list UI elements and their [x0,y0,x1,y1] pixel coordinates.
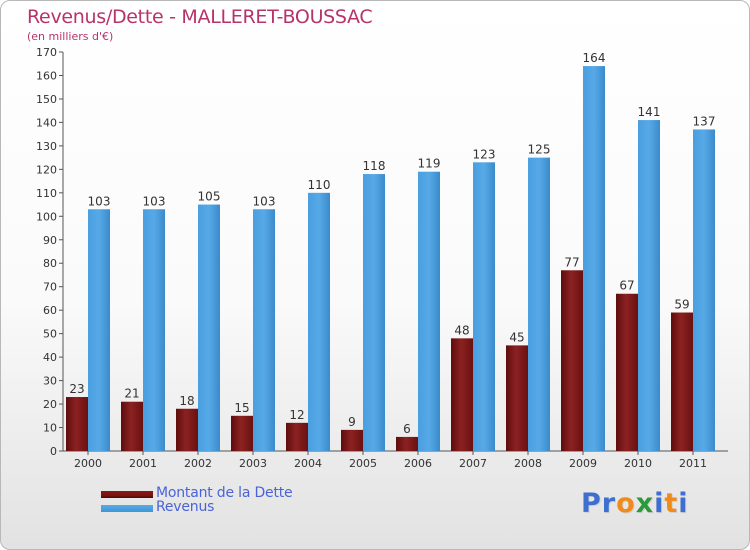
data-label-revenus: 125 [528,143,551,157]
bar-revenus [363,174,385,451]
bar-dette [671,312,693,451]
y-tick-label: 130 [36,140,57,153]
bar-dette [66,397,88,451]
logo-letter: r [601,488,617,519]
legend-swatch-dette [101,491,153,498]
bar-dette [286,422,308,451]
x-tick-label: 2000 [74,457,102,470]
y-tick-label: 90 [43,234,57,247]
y-tick-label: 70 [43,281,57,294]
proxiti-logo[interactable]: Proxiti [581,488,689,519]
bar-revenus [418,171,440,451]
y-tick-label: 140 [36,116,57,129]
y-tick-label: 80 [43,257,57,270]
bar-revenus [693,129,715,451]
data-label-revenus: 119 [418,157,441,171]
y-tick-label: 10 [43,422,57,435]
y-tick-label: 60 [43,304,57,317]
y-tick-label: 160 [36,69,57,82]
data-label-dette: 67 [619,279,634,293]
legend-swatch-revenus [101,505,153,512]
data-label-dette: 23 [69,382,84,396]
data-labels: 23 103 21 103 18 105 15 103 12 110 9 118 6 119 48 123 45… [69,51,715,436]
x-tick-label: 2002 [184,457,212,470]
data-label-dette: 48 [454,323,469,337]
bar-revenus [528,157,550,451]
bar-dette [341,429,363,451]
legend-label-dette: Montant de la Dette [156,485,293,501]
data-label-dette: 6 [403,422,411,436]
data-label-dette: 45 [509,330,524,344]
y-tick-label: 170 [36,46,57,59]
data-label-revenus: 110 [308,178,331,192]
data-label-revenus: 103 [88,194,111,208]
data-label-dette: 12 [289,408,304,422]
data-label-revenus: 164 [583,51,606,65]
data-label-revenus: 118 [363,159,386,173]
data-label-dette: 15 [234,401,249,415]
bar-dette [176,408,198,451]
x-tick-label: 2004 [294,457,322,470]
logo-letter: x [635,488,655,519]
bar-dette [231,415,253,451]
data-label-dette: 18 [179,394,194,408]
x-tick-label: 2003 [239,457,267,470]
y-tick-label: 120 [36,163,57,176]
chart-title: Revenus/Dette - MALLERET-BOUSSAC [27,6,373,28]
x-tick-label: 2001 [129,457,157,470]
bars [66,66,715,452]
logo-letter: i [678,488,689,519]
y-tick-label: 100 [36,210,57,223]
x-tick-label: 2005 [349,457,377,470]
y-tick-label: 20 [43,398,57,411]
data-label-dette: 21 [124,387,139,401]
bar-revenus [143,209,165,451]
y-tick-label: 50 [43,328,57,341]
bar-dette [561,270,583,451]
bar-dette [506,345,528,451]
bar-revenus [583,66,605,452]
bar-revenus [253,209,275,451]
data-label-revenus: 105 [198,190,221,204]
y-tick-label: 0 [50,445,57,458]
x-tick-label: 2007 [459,457,487,470]
bar-revenus [638,120,660,452]
bar-revenus [473,162,495,451]
bar-revenus [88,209,110,451]
data-label-revenus: 141 [638,105,661,119]
logo-letter: P [581,488,602,519]
y-tick-label: 40 [43,351,57,364]
y-tick-label: 110 [36,187,57,200]
data-label-dette: 77 [564,255,579,269]
logo-letter: o [616,488,636,519]
x-tick-label: 2008 [514,457,542,470]
bar-dette [616,293,638,451]
bar-dette [396,436,418,451]
data-label-revenus: 103 [143,194,166,208]
logo-letter: i [654,488,665,519]
chart-subtitle: (en milliers d'€) [27,30,114,43]
data-label-dette: 9 [348,415,356,429]
x-tick-label: 2006 [404,457,432,470]
data-label-revenus: 137 [693,114,716,128]
data-label-revenus: 103 [253,194,276,208]
bar-revenus [308,192,330,451]
y-tick-label: 30 [43,375,57,388]
bar-dette [121,401,143,451]
legend-label-revenus: Revenus [156,499,215,515]
y-tick-label: 150 [36,93,57,106]
data-label-dette: 59 [674,298,689,312]
x-tick-label: 2009 [569,457,597,470]
bar-revenus [198,204,220,451]
logo-letter: t [664,488,679,519]
data-label-revenus: 123 [473,147,496,161]
x-tick-label: 2011 [679,457,707,470]
x-tick-label: 2010 [624,457,652,470]
bar-dette [451,338,473,451]
